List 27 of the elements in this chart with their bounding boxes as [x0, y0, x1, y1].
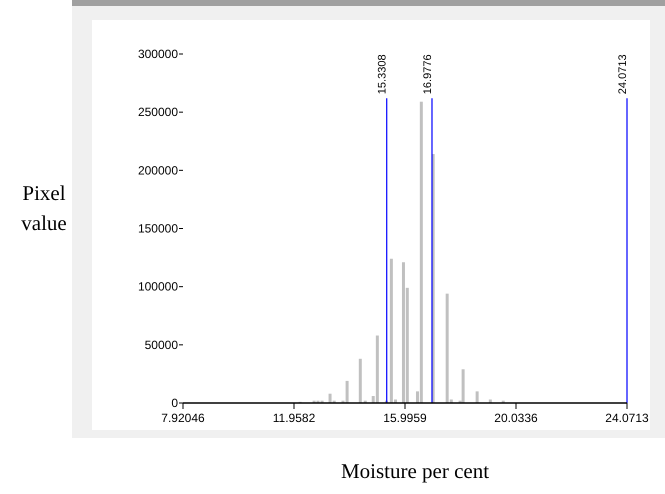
- y-tick-label: 200000: [138, 163, 178, 178]
- bar: [390, 258, 393, 403]
- y-tick-label: 300000: [138, 47, 178, 61]
- bar: [402, 262, 405, 403]
- y-tick-label: 0: [171, 396, 178, 410]
- bar: [346, 380, 349, 403]
- bar: [328, 394, 332, 403]
- bar: [376, 336, 379, 403]
- bar: [446, 294, 449, 403]
- x-axis-title: Moisture per cent: [340, 459, 490, 483]
- y-tick-label: 250000: [138, 105, 178, 120]
- ref-line-label: 16.9776: [422, 54, 434, 94]
- y-tick-label: 150000: [138, 222, 178, 236]
- y-tick-label: 50000: [144, 338, 178, 352]
- ref-line-label: 24.0713: [617, 54, 629, 94]
- y-tick-label: 100000: [138, 280, 178, 294]
- bar: [420, 102, 423, 403]
- y-axis-title: Pixel value: [21, 181, 67, 235]
- bar: [476, 391, 479, 403]
- ref-line-label: 15.3308: [376, 54, 389, 94]
- x-tick-label: 7.92046: [161, 411, 206, 425]
- x-tick-label: 20.0336: [494, 411, 538, 425]
- x-tick-label: 11.9582: [272, 411, 316, 425]
- bar: [462, 369, 465, 403]
- bar: [358, 358, 362, 403]
- x-tick-label: 24.0713: [605, 411, 650, 425]
- x-tick-label: 15.9959: [383, 411, 428, 425]
